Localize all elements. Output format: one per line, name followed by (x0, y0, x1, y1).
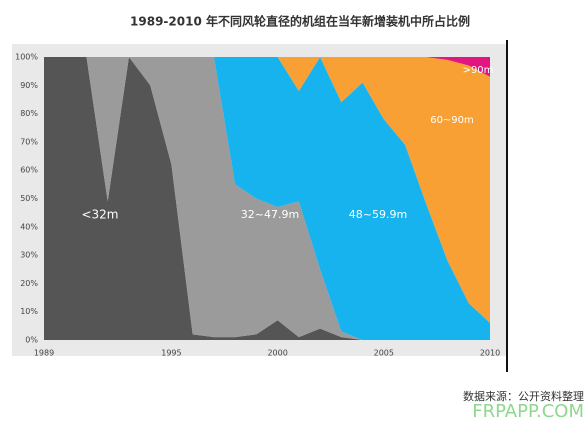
y-tick-label: 80% (20, 109, 38, 118)
y-tick-label: 90% (20, 81, 38, 90)
x-tick-label: 1995 (161, 349, 181, 358)
series-label: 60~90m (430, 115, 474, 126)
area (44, 57, 490, 324)
area (44, 57, 490, 340)
y-tick-label: 10% (20, 307, 38, 316)
y-tick-label: 60% (20, 166, 38, 175)
source-note: 数据来源：公开资料整理 (463, 389, 584, 403)
y-tick-label: 50% (20, 194, 38, 203)
watermark: FRPAPP.COM (472, 401, 584, 422)
chart-title: 1989-2010 年不同风轮直径的机组在当年新增装机中所占比例 (130, 14, 470, 29)
x-tick-label: 2010 (480, 349, 500, 358)
y-tick-label: 20% (20, 279, 38, 288)
y-tick-label: 0% (25, 336, 38, 345)
area (44, 57, 490, 77)
x-tick-label: 2005 (374, 349, 394, 358)
y-tick-label: 100% (15, 53, 38, 62)
area (44, 57, 490, 340)
series-label: >90m (463, 65, 494, 76)
y-tick-label: 40% (20, 222, 38, 231)
y-tick-label: 70% (20, 137, 38, 146)
y-tick-label: 30% (20, 251, 38, 260)
series-label: 48~59.9m (349, 208, 407, 221)
series-label: 32~47.9m (241, 208, 299, 221)
x-tick-label: 2000 (267, 349, 287, 358)
series-label: <32m (81, 208, 118, 222)
x-tick-label: 1989 (34, 349, 54, 358)
area (44, 57, 490, 340)
